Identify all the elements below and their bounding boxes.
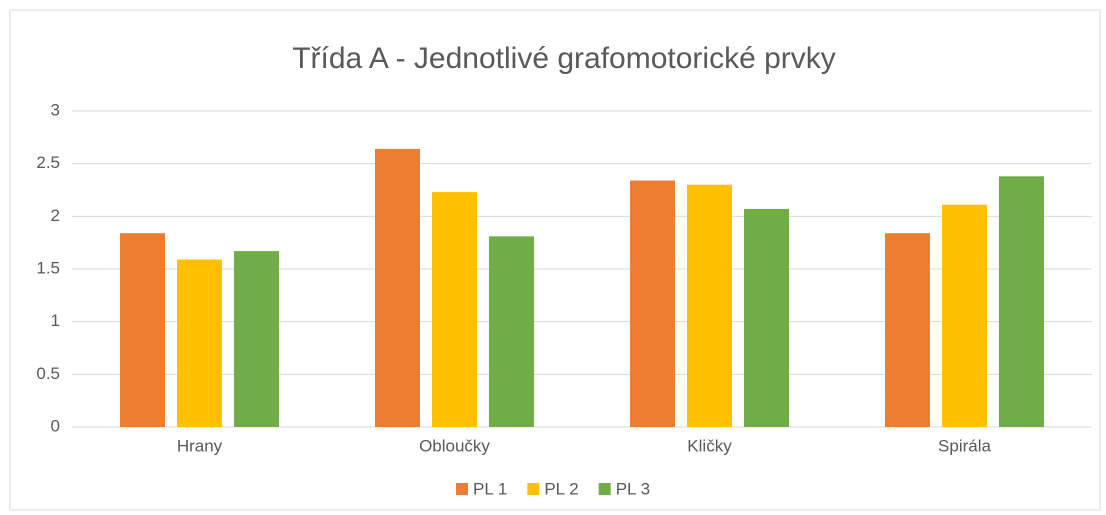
chart-frame	[9, 9, 1101, 511]
chart-title: Třída A - Jednotlivé grafomotorické prvk…	[292, 42, 836, 75]
bar	[234, 251, 279, 427]
x-tick-label: Oblоučky	[419, 436, 490, 455]
bar	[630, 180, 675, 427]
bar	[489, 236, 534, 427]
legend-label: PL 2	[544, 479, 578, 498]
bar	[744, 208, 789, 427]
legend-swatch	[456, 483, 468, 495]
bar	[999, 176, 1044, 427]
x-tick-label: Spirála	[938, 436, 991, 455]
bar	[687, 184, 732, 427]
y-tick-label: 0	[51, 416, 60, 435]
bar	[120, 233, 165, 427]
bar	[885, 233, 930, 427]
bar	[177, 259, 222, 427]
legend-label: PL 1	[473, 479, 507, 498]
y-tick-label: 2.5	[36, 153, 60, 172]
bar	[432, 192, 477, 427]
y-tick-label: 3	[51, 100, 60, 119]
legend-swatch	[527, 483, 540, 495]
bar	[942, 204, 987, 427]
y-tick-label: 2	[51, 206, 60, 225]
bar	[375, 148, 420, 428]
y-tick-label: 1	[51, 311, 60, 330]
y-tick-label: 0.5	[36, 364, 60, 383]
legend-swatch	[598, 483, 611, 495]
x-tick-label: Kličky	[687, 436, 732, 455]
x-tick-label: Hrany	[177, 436, 223, 455]
y-tick-label: 1.5	[36, 258, 60, 277]
legend-label: PL 3	[616, 479, 650, 498]
